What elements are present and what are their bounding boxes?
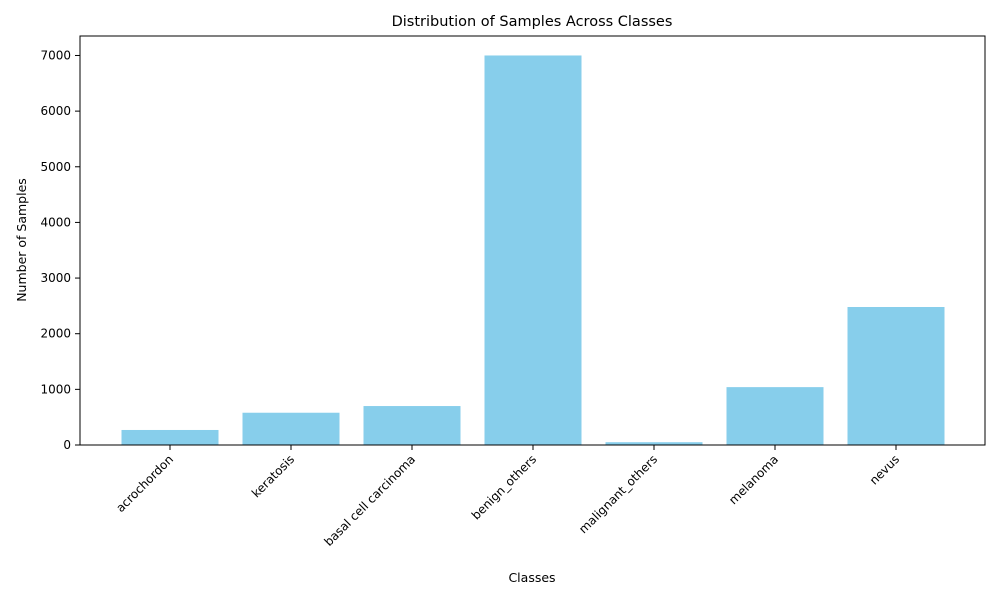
ticks-layer: 0 1000 2000 3000 4000 5000 6000 7000 acrochordon… bbox=[40, 48, 902, 548]
y-tick-label: 3000 bbox=[40, 271, 71, 285]
bar-benign-others bbox=[484, 55, 582, 445]
x-tick-label: basal cell carcinoma bbox=[321, 452, 418, 549]
y-tick-label: 5000 bbox=[40, 160, 71, 174]
bars-layer bbox=[121, 55, 945, 445]
y-tick-label: 1000 bbox=[40, 382, 71, 396]
x-tick-label: benign_others bbox=[469, 452, 539, 522]
x-tick-label: melanoma bbox=[726, 452, 781, 507]
x-tick-label: malignant_others bbox=[576, 452, 660, 536]
bar-acrochordon bbox=[121, 429, 219, 445]
y-tick-label: 6000 bbox=[40, 104, 71, 118]
x-axis-label: Classes bbox=[508, 570, 555, 585]
bar-nevus bbox=[847, 306, 945, 445]
y-tick-label: 4000 bbox=[40, 215, 71, 229]
bar-melanoma bbox=[726, 387, 824, 445]
bar-basal-cell-carcinoma bbox=[363, 406, 461, 445]
y-tick-label: 7000 bbox=[40, 48, 71, 62]
bar-keratosis bbox=[242, 412, 340, 445]
chart-title: Distribution of Samples Across Classes bbox=[392, 14, 673, 30]
x-tick-label: acrochordon bbox=[113, 452, 176, 515]
y-axis-label: Number of Samples bbox=[14, 178, 29, 302]
x-tick-label: nevus bbox=[867, 452, 902, 487]
bar-malignant-others bbox=[605, 442, 703, 445]
x-tick-label: keratosis bbox=[249, 452, 297, 500]
y-tick-label: 0 bbox=[63, 438, 71, 452]
y-tick-label: 2000 bbox=[40, 327, 71, 341]
